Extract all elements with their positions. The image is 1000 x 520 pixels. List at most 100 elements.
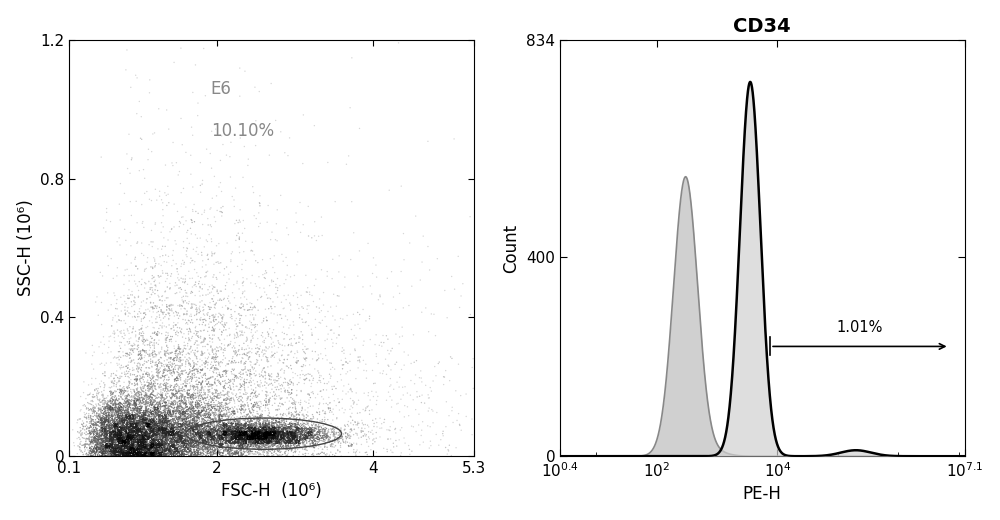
Point (112, 428, 128, 436)
Point (72, 415, 88, 423)
Point (317, 344, 333, 353)
Point (129, 282, 145, 290)
Point (246, 428, 262, 436)
Point (97, 452, 113, 460)
Point (177, 429, 193, 437)
Point (290, 445, 306, 453)
Point (146, 450, 162, 458)
Point (139, 444, 155, 452)
Point (195, 318, 211, 327)
Point (144, 291, 160, 299)
Point (200, 437, 216, 446)
Point (142, 400, 158, 409)
Point (300, 426, 316, 434)
Point (246, 445, 262, 453)
Point (184, 423, 200, 432)
Point (115, 433, 131, 441)
Point (214, 441, 230, 449)
Point (148, 339, 164, 347)
Point (183, 427, 199, 436)
Point (113, 447, 129, 455)
Point (111, 412, 127, 420)
Point (208, 354, 224, 362)
Point (166, 421, 182, 429)
Point (165, 409, 181, 418)
Point (246, 251, 262, 259)
Point (200, 379, 216, 387)
Point (273, 434, 289, 442)
Point (191, 394, 207, 402)
Point (108, 431, 124, 439)
Point (225, 434, 241, 443)
Point (121, 438, 137, 446)
Point (189, 425, 205, 434)
Point (181, 417, 197, 425)
Point (206, 410, 222, 418)
Point (146, 451, 162, 459)
Point (132, 371, 148, 380)
Point (365, 393, 381, 401)
Point (252, 413, 268, 422)
Point (109, 400, 125, 409)
Point (282, 424, 298, 433)
Point (122, 354, 138, 362)
Point (153, 391, 169, 399)
Point (123, 443, 139, 451)
Point (227, 219, 243, 228)
Point (219, 399, 235, 408)
Point (240, 440, 256, 448)
Point (98, 411, 114, 420)
Point (104, 443, 120, 451)
Point (97, 433, 113, 441)
Point (120, 435, 136, 444)
Point (232, 218, 248, 226)
Point (144, 431, 160, 439)
Point (349, 439, 365, 448)
Point (115, 432, 131, 440)
Point (325, 339, 341, 347)
Point (119, 421, 135, 430)
Point (223, 439, 239, 447)
Point (244, 435, 260, 443)
Point (141, 379, 157, 387)
Point (257, 425, 273, 434)
Point (157, 400, 173, 408)
Point (260, 428, 276, 436)
Point (200, 416, 216, 424)
Point (299, 374, 315, 383)
Point (192, 390, 208, 398)
Point (129, 361, 145, 370)
Point (147, 431, 163, 439)
Point (165, 407, 181, 415)
Point (173, 402, 189, 411)
Point (89, 451, 105, 460)
Point (106, 404, 122, 412)
Point (140, 322, 156, 331)
Point (112, 407, 128, 415)
Point (139, 430, 155, 438)
Point (245, 435, 261, 443)
Point (233, 410, 249, 418)
Point (213, 433, 229, 441)
Point (194, 338, 210, 346)
Point (415, 232, 431, 240)
Point (149, 313, 165, 321)
Point (183, 398, 199, 406)
Point (155, 448, 171, 456)
Point (259, 433, 275, 441)
Point (130, 407, 146, 415)
Point (261, 438, 277, 446)
Point (140, 439, 156, 448)
Point (114, 431, 130, 439)
Point (168, 434, 184, 443)
Point (186, 414, 202, 422)
Point (303, 382, 319, 391)
Point (171, 422, 187, 431)
Point (166, 426, 182, 435)
Point (151, 423, 167, 431)
Point (115, 441, 131, 450)
Point (119, 432, 135, 440)
Point (172, 426, 188, 435)
Point (211, 378, 227, 386)
Point (318, 434, 334, 443)
